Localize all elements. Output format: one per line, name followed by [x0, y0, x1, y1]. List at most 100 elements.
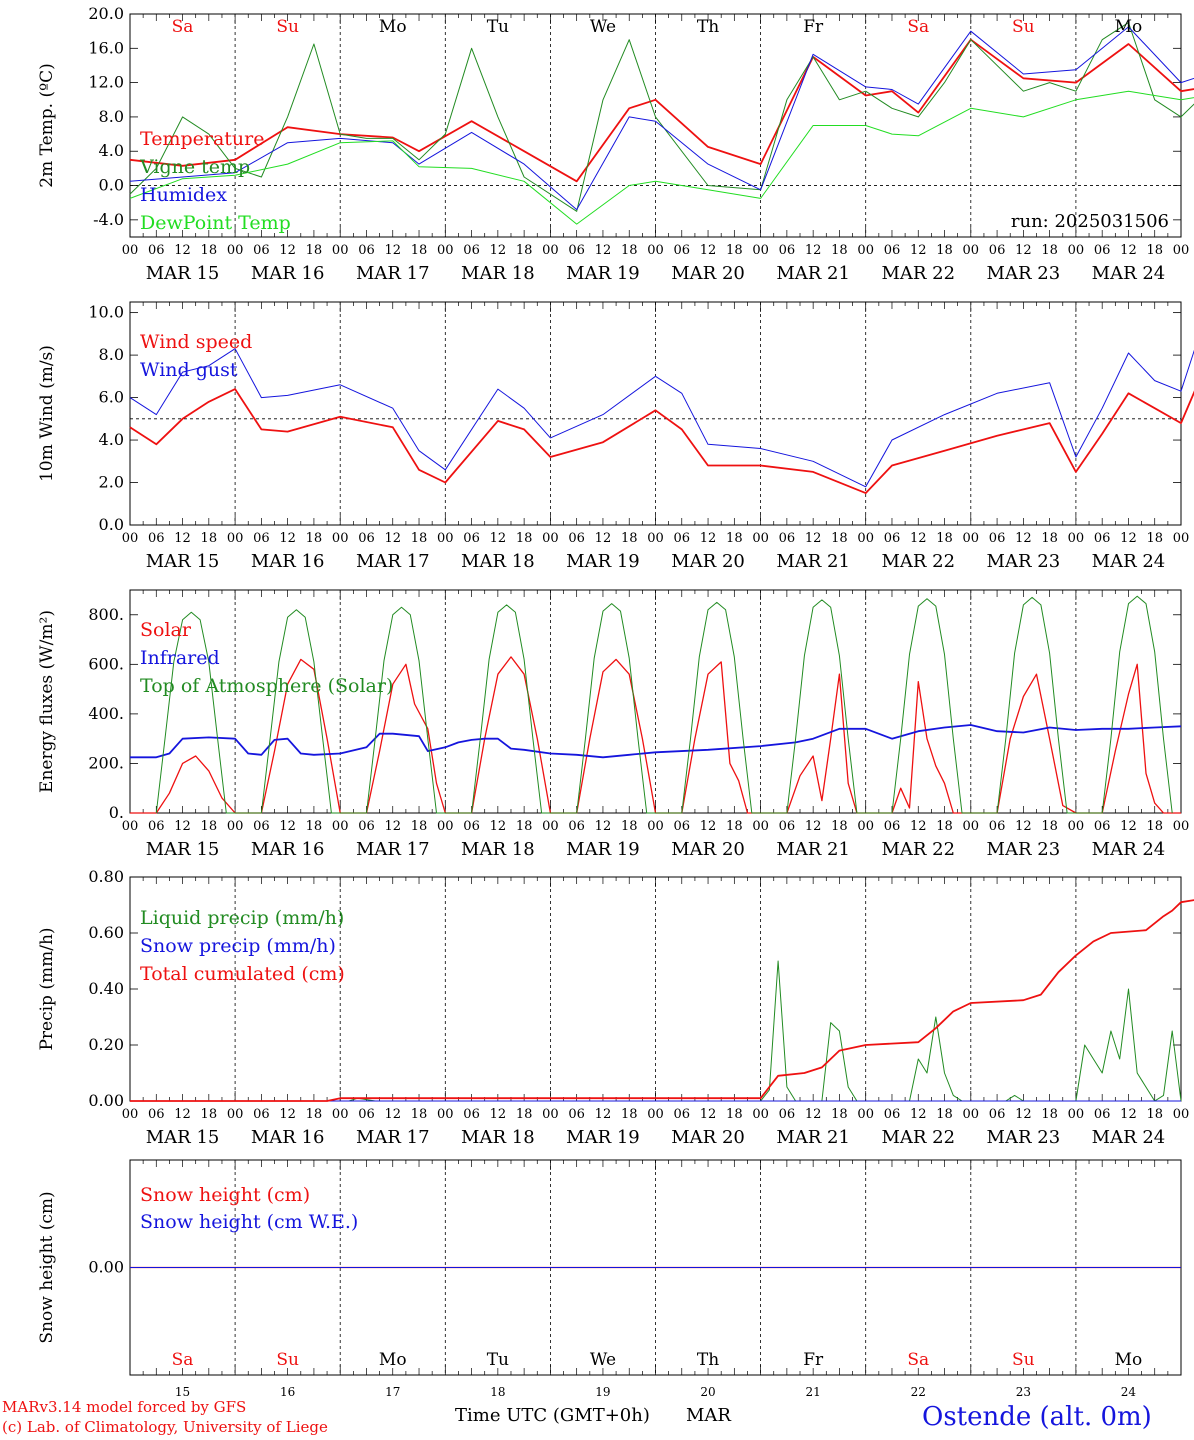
- hour-label: 18: [726, 1107, 743, 1122]
- y-tick-label: 400.: [88, 704, 124, 723]
- legend-entry: Liquid precip (mm/h): [140, 907, 344, 929]
- hour-label: 18: [621, 531, 638, 546]
- hour-label: 00: [332, 819, 349, 834]
- hour-label: 00: [963, 243, 980, 258]
- hour-label: 06: [568, 243, 585, 258]
- hour-label: 18: [516, 1107, 533, 1122]
- weekday-label: Sa: [172, 17, 194, 37]
- date-label: MAR 18: [461, 551, 535, 572]
- date-label: MAR 20: [671, 551, 745, 572]
- date-label: MAR 24: [1092, 1127, 1166, 1148]
- hour-label: 12: [279, 531, 296, 546]
- date-label: MAR 20: [671, 839, 745, 860]
- y-tick-label: 0.40: [88, 979, 124, 998]
- hour-label: 18: [831, 531, 848, 546]
- weekday-label: Mo: [379, 1350, 407, 1370]
- hour-label: 06: [253, 531, 270, 546]
- hour-label: 06: [148, 1107, 165, 1122]
- weekday-label: Sa: [172, 1350, 194, 1370]
- day-number: 17: [385, 1385, 400, 1399]
- time-axis-label: Time UTC (GMT+0h): [455, 1405, 650, 1426]
- y-tick-label: 0.80: [88, 867, 124, 886]
- hour-label: 12: [490, 243, 507, 258]
- hour-label: 18: [621, 1107, 638, 1122]
- panel-3: Energy fluxes (W/m²): [37, 589, 1182, 814]
- hour-label: 00: [227, 531, 244, 546]
- legend-entry: Solar: [140, 619, 192, 641]
- hour-label: 00: [1173, 531, 1190, 546]
- series-total-cumulated-cm-: [130, 899, 1194, 1102]
- hour-label: 06: [779, 531, 796, 546]
- y-tick-label: 16.0: [88, 38, 124, 57]
- hour-label: 06: [253, 243, 270, 258]
- hour-label: 06: [253, 819, 270, 834]
- y-tick-label: 8.0: [99, 345, 124, 364]
- hour-label: 18: [831, 243, 848, 258]
- hour-label: 06: [568, 1107, 585, 1122]
- hour-label: 18: [1041, 243, 1058, 258]
- y-tick-label: 0.0: [99, 176, 124, 195]
- hour-label: 18: [936, 1107, 953, 1122]
- plot-frame: [129, 589, 1182, 814]
- hour-label: 00: [1068, 243, 1085, 258]
- date-label: MAR 21: [776, 263, 850, 284]
- y-tick-label: 0.0: [99, 515, 124, 534]
- hour-label: 12: [384, 243, 401, 258]
- hour-label: 18: [1146, 1107, 1163, 1122]
- hour-label: 12: [279, 243, 296, 258]
- date-label: MAR 22: [881, 263, 955, 284]
- hour-label: 06: [1094, 819, 1111, 834]
- hour-label: 12: [910, 1107, 927, 1122]
- hour-label: 18: [621, 243, 638, 258]
- weekday-label: Sa: [907, 1350, 929, 1370]
- y-tick-label: 0.: [109, 803, 124, 822]
- date-label: MAR 15: [146, 839, 220, 860]
- hour-label: 06: [779, 819, 796, 834]
- hour-label: 06: [568, 531, 585, 546]
- hour-label: 00: [752, 819, 769, 834]
- hour-label: 06: [884, 243, 901, 258]
- hour-label: 00: [437, 819, 454, 834]
- panel-1: 2m Temp. (ºC): [37, 13, 1194, 238]
- hour-label: 00: [437, 1107, 454, 1122]
- hour-label: 18: [621, 819, 638, 834]
- hour-label: 18: [726, 819, 743, 834]
- hour-label: 00: [542, 243, 559, 258]
- weekday-label: Su: [1012, 1350, 1035, 1370]
- hour-label: 18: [1146, 531, 1163, 546]
- date-label: MAR 24: [1092, 263, 1166, 284]
- hour-label: 12: [700, 243, 717, 258]
- hour-label: 00: [857, 1107, 874, 1122]
- date-label: MAR 24: [1092, 551, 1166, 572]
- hour-label: 00: [647, 243, 664, 258]
- date-label: MAR 15: [146, 263, 220, 284]
- hour-label: 12: [174, 1107, 191, 1122]
- hour-label: 06: [568, 819, 585, 834]
- hour-label: 12: [700, 1107, 717, 1122]
- legend-entry: Wind gust: [140, 359, 238, 381]
- day-number: 16: [280, 1385, 295, 1399]
- hour-label: 18: [201, 243, 218, 258]
- legend-entry: Infrared: [140, 647, 220, 669]
- day-number: 19: [595, 1385, 610, 1399]
- legend-entry: Snow height (cm W.E.): [140, 1211, 358, 1233]
- hour-label: 18: [726, 531, 743, 546]
- hour-label: 06: [674, 243, 691, 258]
- hour-label: 00: [647, 819, 664, 834]
- hour-label: 12: [805, 531, 822, 546]
- legend-entry: Temperature: [140, 128, 264, 150]
- day-number: 20: [700, 1385, 715, 1399]
- hour-label: 06: [358, 243, 375, 258]
- date-label: MAR 24: [1092, 839, 1166, 860]
- hour-label: 18: [306, 1107, 323, 1122]
- legend-entry: Wind speed: [140, 331, 252, 353]
- month-label: MAR: [686, 1405, 731, 1426]
- weekday-label: We: [590, 17, 616, 37]
- weekday-label: Th: [697, 17, 719, 37]
- weekday-label: Su: [276, 17, 299, 37]
- hour-label: 12: [910, 819, 927, 834]
- hour-label: 06: [148, 819, 165, 834]
- series-infrared: [130, 724, 1182, 759]
- hour-label: 12: [910, 531, 927, 546]
- y-tick-label: 0.00: [88, 1258, 124, 1277]
